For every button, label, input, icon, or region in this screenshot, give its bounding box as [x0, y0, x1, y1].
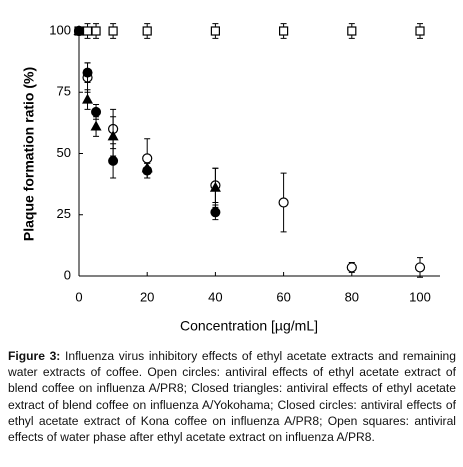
- point: [414, 262, 426, 273]
- y-tick-label: 25: [57, 206, 71, 221]
- point: [82, 26, 93, 36]
- point: [210, 207, 221, 218]
- x-tick-label: 60: [276, 289, 290, 304]
- point: [82, 93, 94, 104]
- x-tick-label: 100: [409, 289, 431, 304]
- caption-text: Influenza virus inhibitory effects of et…: [8, 349, 456, 445]
- point: [108, 155, 119, 166]
- point: [209, 181, 221, 192]
- point: [142, 153, 153, 164]
- point: [347, 26, 357, 36]
- point: [108, 26, 118, 36]
- chart: Concentration [µg/mL] Plaque formation r…: [21, 22, 440, 334]
- point: [74, 26, 84, 36]
- y-tick-label: 50: [57, 145, 71, 160]
- point: [91, 106, 102, 117]
- point: [279, 26, 289, 36]
- point: [142, 26, 152, 36]
- point: [346, 262, 357, 273]
- point: [107, 130, 119, 141]
- point: [82, 67, 93, 78]
- y-tick-label: 100: [49, 22, 71, 37]
- point: [142, 165, 153, 176]
- y-tick-label: 0: [64, 267, 71, 282]
- y-tick-label: 75: [57, 84, 71, 99]
- point: [91, 26, 101, 36]
- point: [210, 26, 220, 36]
- point: [90, 120, 102, 131]
- x-tick-label: 40: [208, 289, 222, 304]
- y-axis-title: Plaque formation ratio (%): [21, 67, 37, 241]
- x-tick-label: 20: [140, 289, 154, 304]
- point: [278, 197, 289, 208]
- caption-label: Figure 3:: [8, 349, 61, 363]
- x-tick-label: 80: [345, 289, 359, 304]
- x-axis-title: Concentration [µg/mL]: [180, 318, 318, 334]
- x-tick-label: 0: [75, 289, 82, 304]
- caption: Figure 3: Influenza virus inhibitory eff…: [8, 348, 456, 445]
- point: [415, 26, 425, 36]
